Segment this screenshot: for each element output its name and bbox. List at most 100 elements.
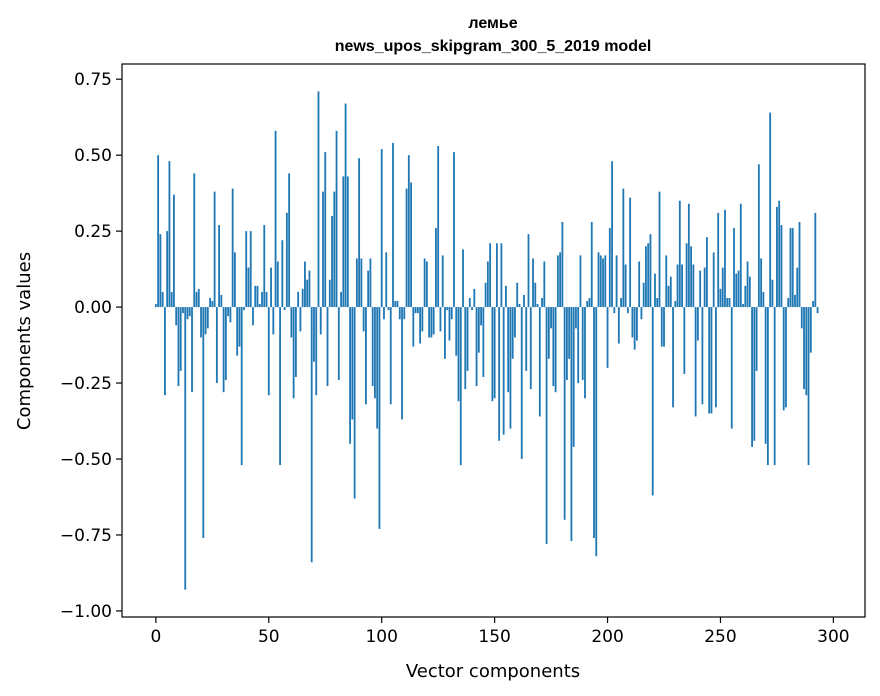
bar: [665, 255, 668, 308]
bar: [593, 307, 595, 538]
bar: [816, 307, 819, 314]
bar: [297, 291, 300, 308]
bar: [164, 307, 166, 396]
bar: [229, 307, 232, 323]
bar: [613, 307, 616, 314]
bar: [762, 291, 765, 308]
bar: [200, 307, 202, 338]
bar: [337, 307, 340, 380]
bar: [168, 161, 171, 308]
bar: [760, 258, 763, 308]
bar: [712, 252, 715, 308]
bar: [527, 234, 530, 308]
bar: [367, 270, 370, 308]
plot-frame: [121, 63, 866, 618]
bar: [620, 297, 622, 308]
bar: [407, 155, 410, 308]
bar: [326, 307, 329, 387]
bar: [213, 191, 216, 308]
bar: [459, 307, 462, 466]
bar: [638, 261, 641, 308]
bar: [575, 307, 577, 329]
bar: [419, 307, 422, 344]
bar: [412, 307, 415, 347]
bar: [243, 307, 245, 311]
bar: [380, 149, 383, 308]
bar: [480, 307, 482, 326]
bar: [265, 291, 268, 308]
bar: [353, 307, 356, 499]
bar: [674, 301, 677, 308]
bar: [757, 164, 760, 308]
bar: [597, 252, 600, 308]
x-axis-ticks: 0 50 100 150 200 250 300: [150, 617, 850, 647]
bar: [516, 282, 519, 308]
bar: [642, 282, 645, 308]
bar: [755, 307, 758, 371]
bar: [667, 285, 670, 308]
bar: [392, 143, 394, 308]
bar: [231, 188, 234, 308]
bar: [301, 288, 304, 308]
bar: [365, 307, 367, 405]
bar: [304, 261, 306, 308]
bar: [197, 288, 200, 308]
bar: [532, 258, 534, 308]
bar: [439, 307, 442, 332]
bar: [559, 252, 562, 308]
bar: [717, 212, 720, 308]
bar: [809, 307, 812, 353]
bar: [536, 304, 539, 308]
x-tick-label: 100: [365, 627, 397, 647]
bar: [785, 307, 787, 408]
bar: [306, 279, 309, 308]
bar: [495, 243, 498, 308]
bar: [344, 103, 347, 308]
bar: [218, 225, 221, 308]
bar: [252, 307, 254, 326]
bar: [649, 234, 652, 308]
bar: [699, 270, 702, 308]
bar: [383, 307, 385, 320]
bar: [805, 307, 808, 396]
bar: [570, 307, 573, 542]
bar: [748, 276, 751, 308]
bar: [267, 307, 270, 396]
bar: [733, 228, 735, 308]
bar: [708, 307, 711, 414]
bar: [645, 246, 647, 308]
bar: [175, 307, 178, 326]
bar: [577, 307, 580, 384]
bar: [726, 297, 729, 308]
bar: [543, 261, 546, 308]
bar: [333, 191, 336, 308]
bar: [599, 255, 602, 308]
x-tick-label: 0: [150, 627, 161, 647]
bar: [617, 307, 620, 344]
bar: [764, 307, 767, 444]
bar: [159, 234, 162, 308]
bar: [746, 261, 749, 308]
bar: [654, 273, 656, 308]
bar: [403, 307, 406, 320]
bar: [358, 158, 361, 308]
bar: [468, 297, 471, 308]
bar: [579, 255, 582, 308]
bar: [448, 307, 451, 341]
bar: [500, 243, 503, 308]
bar: [362, 307, 365, 332]
bar: [355, 258, 358, 308]
bar: [319, 307, 322, 335]
bar: [696, 307, 699, 341]
bar: [489, 243, 492, 308]
bar: [511, 307, 514, 359]
bars-group: [154, 91, 819, 590]
bar: [283, 307, 286, 311]
bar: [249, 231, 252, 308]
bar: [545, 307, 548, 545]
bar: [595, 307, 598, 557]
bar: [416, 307, 419, 314]
bar: [796, 267, 799, 308]
bar: [473, 288, 476, 308]
